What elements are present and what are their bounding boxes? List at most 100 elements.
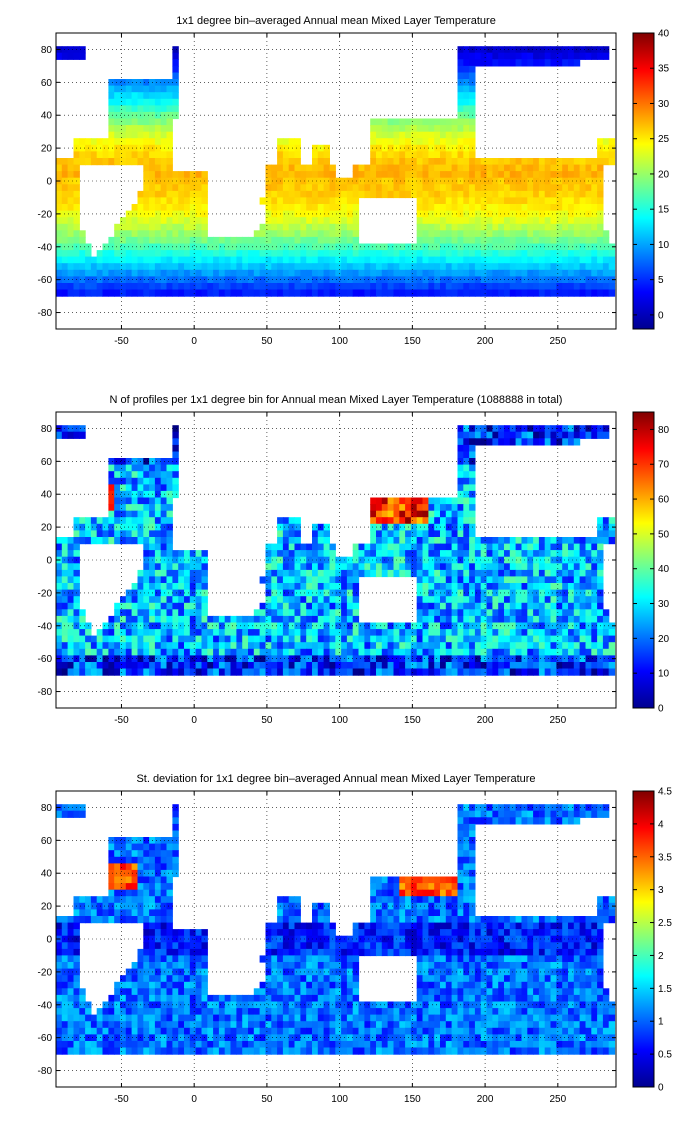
heatmap-cell (67, 635, 74, 643)
heatmap-cell (341, 556, 348, 564)
heatmap-cell (143, 935, 150, 943)
heatmap-cell (410, 909, 418, 917)
heatmap-cell (329, 210, 336, 218)
heatmap-cell (137, 589, 144, 597)
heatmap-cell (376, 497, 383, 505)
heatmap-cell (469, 563, 476, 571)
heatmap-cell (154, 576, 162, 584)
heatmap-cell (533, 642, 540, 650)
heatmap-cell (515, 916, 522, 924)
heatmap-cell (550, 283, 557, 291)
heatmap-cell (387, 118, 394, 126)
heatmap-cell (457, 517, 464, 525)
heatmap-cell (457, 596, 464, 604)
heatmap-cell (474, 276, 482, 284)
heatmap-cell (271, 184, 278, 192)
heatmap-cell (178, 210, 185, 218)
heatmap-cell (457, 425, 464, 433)
heatmap-cell (498, 263, 505, 271)
heatmap-cell (195, 263, 202, 271)
heatmap-cell (172, 622, 179, 630)
heatmap-cell (160, 210, 168, 218)
x-tick-label: 50 (261, 715, 273, 726)
heatmap-cell (393, 635, 400, 643)
heatmap-cell (131, 490, 138, 499)
heatmap-cell (387, 916, 394, 924)
heatmap-cell (149, 916, 156, 924)
heatmap-cell (137, 596, 144, 604)
heatmap-cell (277, 171, 284, 179)
heatmap-cell (79, 243, 86, 251)
heatmap-cell (492, 615, 499, 624)
heatmap-cell (178, 648, 185, 656)
heatmap-cell (440, 629, 447, 637)
heatmap-cell (56, 602, 63, 610)
heatmap-cell (393, 131, 400, 139)
heatmap-cell (515, 243, 522, 251)
heatmap-cell (329, 642, 336, 650)
heatmap-cell (154, 837, 162, 845)
heatmap-cell (469, 642, 476, 650)
heatmap-cell (271, 190, 278, 199)
x-tick-label: -50 (114, 715, 129, 726)
heatmap-cell (61, 425, 69, 433)
heatmap-cell (399, 510, 406, 518)
heatmap-cell (300, 929, 307, 937)
heatmap-cell (562, 256, 569, 264)
heatmap-cell (422, 144, 429, 152)
heatmap-cell (469, 863, 476, 871)
heatmap-cell (346, 256, 354, 264)
heatmap-cell (544, 916, 552, 924)
heatmap-cell (131, 236, 138, 245)
heatmap-cell (230, 642, 237, 650)
heatmap-cell (329, 596, 336, 604)
heatmap-cell (463, 197, 470, 205)
heatmap-cell (509, 217, 517, 225)
heatmap-cell (451, 256, 458, 264)
heatmap-cell (556, 52, 563, 60)
heatmap-cell (242, 269, 249, 277)
heatmap-cell (608, 523, 616, 531)
heatmap-cell (474, 197, 482, 205)
heatmap-cell (521, 537, 528, 545)
heatmap-cell (440, 642, 447, 650)
heatmap-cell (56, 250, 63, 258)
heatmap-cell (271, 629, 278, 637)
heatmap-cell (85, 151, 92, 159)
heatmap-cell (492, 438, 499, 446)
heatmap-cell (323, 204, 330, 212)
heatmap-cell (434, 589, 441, 597)
heatmap-cell (218, 655, 226, 663)
heatmap-cell (143, 171, 150, 179)
heatmap-cell (108, 635, 115, 643)
heatmap-cell (265, 635, 272, 643)
heatmap-cell (416, 204, 424, 212)
heatmap-cell (166, 530, 173, 538)
heatmap-cell (474, 177, 482, 185)
heatmap-cell (265, 662, 272, 670)
heatmap-cell (189, 217, 197, 225)
heatmap-cell (282, 648, 290, 656)
heatmap-cell (370, 543, 377, 551)
heatmap-cell (277, 217, 284, 225)
heatmap-cell (445, 655, 453, 663)
heatmap-cell (457, 451, 464, 459)
heatmap-cell (416, 138, 424, 146)
heatmap-cell (288, 523, 296, 531)
heatmap-cell (579, 810, 586, 818)
heatmap-cell (352, 576, 360, 584)
heatmap-cell (463, 263, 470, 271)
heatmap-cell (282, 276, 290, 284)
heatmap-cell (416, 655, 424, 663)
heatmap-cell (440, 883, 447, 891)
heatmap-cell (108, 256, 115, 264)
heatmap-cell (346, 668, 354, 676)
heatmap-cell (294, 144, 301, 152)
heatmap-cell (527, 576, 534, 584)
heatmap-cell (469, 98, 476, 106)
heatmap-cell (556, 177, 563, 185)
heatmap-cell (294, 629, 301, 637)
heatmap-cell (445, 648, 453, 656)
heatmap-cell (242, 642, 249, 650)
heatmap-cell (143, 490, 150, 499)
